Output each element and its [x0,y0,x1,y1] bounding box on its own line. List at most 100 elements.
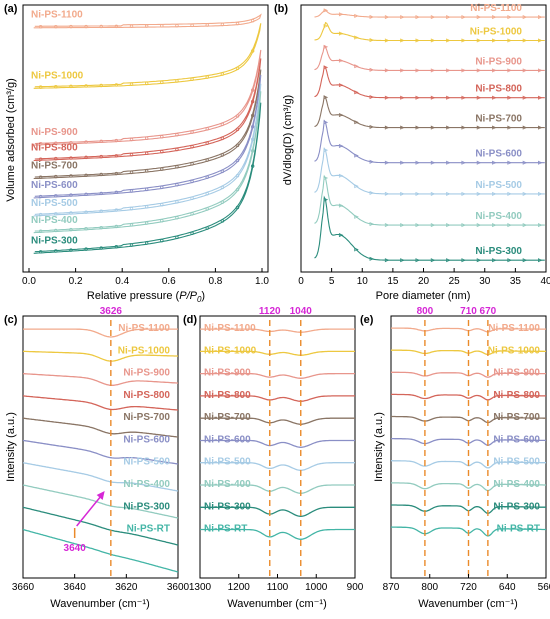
isotherm-point [220,185,225,190]
psd-marker [476,125,482,130]
series-label-a-ni-ps-400: Ni-PS-400 [31,215,78,226]
isotherm-ni-ps-900 [33,49,262,146]
series-label-e-ni-ps-300: Ni-PS-300 [493,501,540,512]
isotherm-point [99,172,103,177]
isotherm-point [129,206,134,211]
isotherm-point [190,212,194,216]
panel-b-xtick-label: 35 [510,276,522,287]
psd-marker [507,258,512,263]
psd-marker [400,95,405,100]
isotherm-point [235,114,240,118]
psd-marker [384,160,390,165]
psd-marker [400,125,405,130]
isotherm-point [205,226,209,230]
psd-marker [492,125,497,130]
isotherm-point [175,24,179,28]
panel-d-xlabel: Wavenumber (cm⁻¹) [227,598,327,610]
psd-marker [400,15,405,20]
isotherm-point [160,219,164,223]
psd-ni-ps-400 [314,174,545,226]
panel-a-frame [22,4,269,273]
psd-marker [461,68,466,73]
psd-marker [369,14,375,19]
psd-marker [430,15,436,20]
panel-label-b: (b) [274,3,288,15]
annotation-arrowhead [96,491,105,500]
psd-marker [415,38,421,43]
psd-ni-ps-1100 [314,9,545,18]
isotherm-point [250,49,255,53]
isotherm-point [190,162,194,166]
annotation-label: 1120 [259,306,281,317]
isotherm-point [69,174,73,178]
isotherm-ni-ps-300 [33,102,262,254]
isotherm-point [54,85,58,89]
isotherm-point [54,212,58,216]
ftir-c-ni-ps-rt [22,528,179,573]
isotherm-point [160,80,164,85]
ftir-c-ni-ps-900 [22,372,179,386]
isotherm-point [99,225,103,230]
psd-marker [538,191,543,196]
isotherm-point [84,155,88,160]
psd-marker [461,15,466,20]
isotherm-point [99,83,103,88]
annotation-label: 800 [417,306,434,317]
panel-b-xlabel: Pore diameter (nm) [376,290,471,302]
psd-marker [415,15,421,20]
panel-c-frame [22,315,179,579]
panel-e-ylabel: Intensity (a.u.) [373,412,385,482]
isotherm-point [205,158,209,162]
series-label-e-ni-ps-rt: Ni-PS-RT [497,524,540,535]
psd-marker [522,15,528,20]
psd-marker [461,258,466,263]
psd-marker [415,223,421,228]
panel-b-pore-size: Ni-PS-1100 Ni-PS-1000 Ni-PS-900 Ni-PS-800 Ni… [282,3,550,302]
panel-a-xlabel-sub: 0 [197,295,202,304]
ftir-d-ni-ps-1000 [200,350,355,356]
psd-marker [415,95,421,100]
psd-marker [323,95,329,100]
annotation-label: 1040 [290,306,313,317]
psd-marker [446,68,451,73]
panel-e-ftir-low: Ni-PS-1100 Ni-PS-1000 Ni-PS-900 Ni-PS-800 Ni… [373,306,550,610]
panel-b-xtick-label: 0 [298,276,304,287]
isotherm-point [220,219,225,223]
psd-marker [507,95,512,100]
psd-marker [446,160,451,165]
isotherm-point [69,156,73,160]
psd-marker [354,184,359,189]
psd-marker [492,258,497,263]
panel-b-frame [300,4,547,273]
series-label-a-ni-ps-1000: Ni-PS-1000 [31,70,84,81]
isotherm-point [190,179,194,184]
psd-marker [369,124,375,129]
psd-marker [476,68,482,73]
psd-ni-ps-300 [314,195,545,261]
isotherm-ni-ps-500 [33,83,262,217]
ftir-d-ni-ps-400 [200,484,355,494]
isotherm-point [160,238,164,243]
psd-marker [476,191,482,196]
series-label-a-ni-ps-1100: Ni-PS-1100 [31,10,83,21]
panel-b-xtick-label: 15 [387,276,399,287]
panel-c-xlabel: Wavenumber (cm⁻¹) [50,598,150,610]
series-label-d-ni-ps-800: Ni-PS-800 [204,390,251,401]
isotherm-point [160,24,164,28]
psd-marker [461,95,466,100]
psd-marker [522,258,528,263]
panel-a-xtick-label: 0.0 [22,276,36,287]
psd-marker [415,160,421,165]
panel-e-xtick-label: 720 [460,582,477,593]
psd-marker [384,38,390,43]
isotherm-point [250,88,255,92]
psd-marker [400,223,405,228]
series-label-d-ni-ps-1000: Ni-PS-1000 [204,345,257,356]
panel-a-ylabel: Volume adsorbed (cm³/g) [5,78,17,202]
panel-d-xtick-label: 1200 [228,582,251,593]
isotherm-point [38,25,43,29]
isotherm-point [114,83,119,87]
isotherm-point [38,157,43,161]
psd-marker [507,125,512,130]
